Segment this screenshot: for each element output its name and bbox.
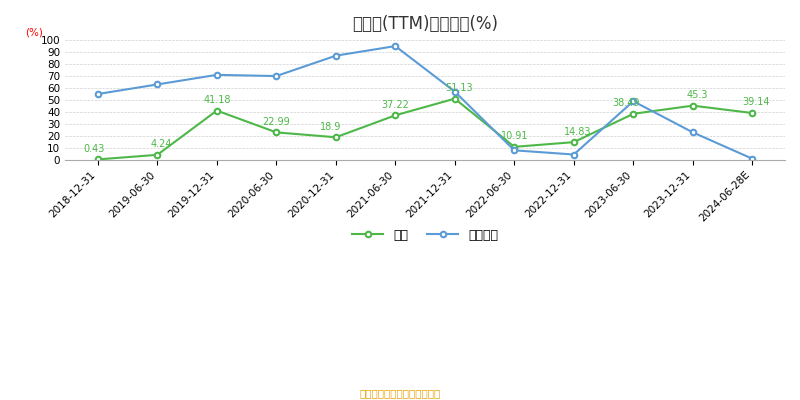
公司: [390, 113, 400, 118]
公司: [747, 111, 757, 116]
行业均值: [153, 82, 162, 87]
行业均值: [629, 99, 638, 104]
行业均值: [212, 72, 222, 77]
Text: 22.99: 22.99: [262, 117, 290, 127]
公司: [629, 111, 638, 116]
Text: 39.14: 39.14: [742, 98, 770, 108]
Text: 14.83: 14.83: [564, 126, 592, 136]
行业均值: [390, 44, 400, 48]
Text: 41.18: 41.18: [203, 95, 230, 105]
Legend: 公司, 行业均值: 公司, 行业均值: [347, 224, 503, 247]
公司: [688, 103, 698, 108]
行业均值: [271, 74, 281, 78]
行业均值: [747, 156, 757, 161]
Text: 4.24: 4.24: [150, 139, 172, 149]
Line: 行业均值: 行业均值: [95, 43, 755, 162]
公司: [212, 108, 222, 113]
行业均值: [93, 92, 102, 96]
Title: 市销率(TTM)历史分位(%): 市销率(TTM)历史分位(%): [352, 15, 498, 33]
公司: [93, 157, 102, 162]
公司: [331, 135, 341, 140]
Text: 45.3: 45.3: [686, 90, 708, 100]
行业均值: [331, 53, 341, 58]
行业均值: [569, 152, 578, 157]
公司: [569, 140, 578, 144]
Text: 10.91: 10.91: [501, 131, 528, 141]
行业均值: [450, 89, 459, 94]
Line: 公司: 公司: [95, 96, 755, 162]
Text: (%): (%): [26, 28, 43, 38]
行业均值: [688, 130, 698, 135]
Text: 18.9: 18.9: [319, 122, 341, 132]
Text: 37.22: 37.22: [382, 100, 410, 110]
Text: 0.43: 0.43: [83, 144, 104, 154]
公司: [450, 96, 459, 101]
公司: [510, 144, 519, 149]
Text: 38.49: 38.49: [613, 98, 640, 108]
Text: 51.13: 51.13: [445, 83, 473, 93]
公司: [153, 152, 162, 157]
Text: 制图数据来自恒生聚源数据库: 制图数据来自恒生聚源数据库: [359, 388, 441, 398]
公司: [271, 130, 281, 135]
行业均值: [510, 148, 519, 153]
